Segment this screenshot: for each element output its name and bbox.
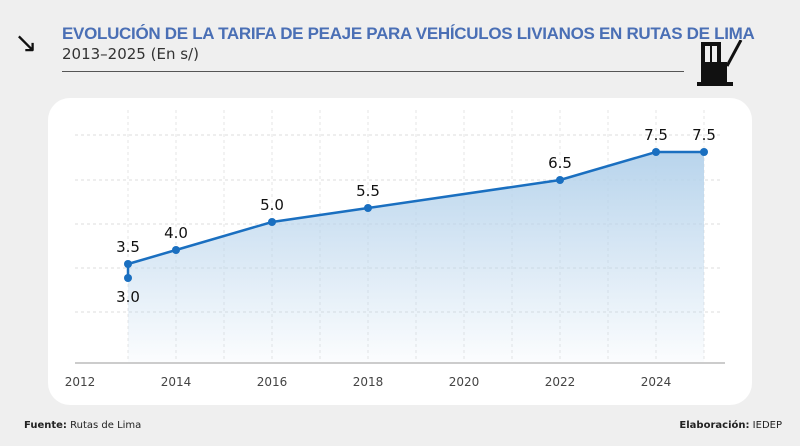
credit-note: Elaboración: IEDEP (679, 420, 782, 431)
divider (62, 71, 684, 72)
x-tick-label: 2022 (545, 375, 576, 389)
data-point (124, 274, 132, 282)
x-tick-label: 2024 (641, 375, 672, 389)
area-fill (128, 152, 704, 362)
data-label: 5.0 (260, 196, 284, 214)
data-label: 6.5 (548, 154, 572, 172)
data-label: 3.5 (116, 238, 140, 256)
data-label: 7.5 (692, 126, 716, 144)
x-tick-label: 2016 (257, 375, 288, 389)
data-label: 4.0 (164, 224, 188, 242)
data-point (700, 148, 708, 156)
arrow-down-right-icon: ↘ (14, 26, 38, 59)
data-label: 3.0 (116, 288, 140, 306)
source-note: Fuente: Rutas de Lima (24, 420, 142, 431)
data-point (268, 218, 276, 226)
data-point (556, 176, 564, 184)
chart-title: EVOLUCIÓN DE LA TARIFA DE PEAJE PARA VEH… (62, 24, 755, 43)
data-point (124, 260, 132, 268)
x-tick-label: 2014 (161, 375, 192, 389)
data-point (172, 246, 180, 254)
chart-subtitle: 2013–2025 (En s/) (62, 45, 199, 63)
x-tick-label: 2018 (353, 375, 384, 389)
data-label: 7.5 (644, 126, 668, 144)
x-tick-label: 2020 (449, 375, 480, 389)
data-label: 5.5 (356, 182, 380, 200)
x-tick-label: 2012 (65, 375, 96, 389)
toll-booth-icon (697, 40, 743, 86)
data-point (364, 204, 372, 212)
data-point (652, 148, 660, 156)
